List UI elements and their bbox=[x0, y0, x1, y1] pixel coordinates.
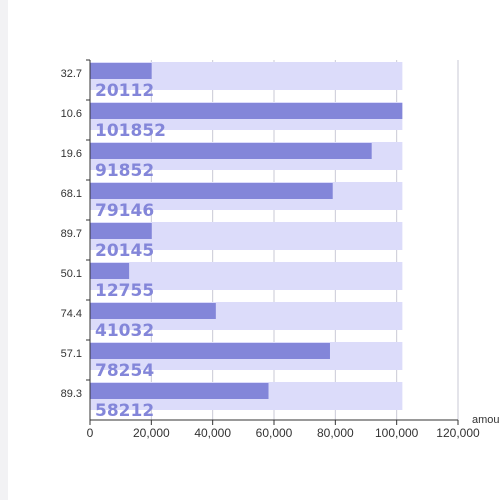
bar bbox=[90, 263, 130, 279]
value-labels: 20112 101852 91852 79146 20145 12755 41032 7825… bbox=[95, 81, 166, 421]
y-tick-label: 50.1 bbox=[61, 268, 82, 280]
y-tick-label: 89.7 bbox=[61, 228, 82, 240]
bar bbox=[90, 63, 152, 79]
bar bbox=[90, 103, 403, 119]
value-label: 58212 bbox=[95, 401, 154, 421]
value-label: 12755 bbox=[95, 281, 154, 301]
bar bbox=[90, 383, 269, 399]
y-tick-label: 74.4 bbox=[61, 308, 82, 320]
x-tick-label: 20,000 bbox=[133, 426, 170, 440]
value-label: 91852 bbox=[95, 161, 154, 181]
value-label: 20145 bbox=[95, 241, 154, 261]
bars bbox=[90, 63, 403, 399]
y-tick-label: 57.1 bbox=[61, 348, 82, 360]
y-tick-label: 19.6 bbox=[61, 148, 82, 160]
value-label: 78254 bbox=[95, 361, 154, 381]
x-tick-label: 100,000 bbox=[375, 426, 419, 440]
x-axis-label: amou bbox=[472, 414, 500, 426]
bar bbox=[90, 303, 216, 319]
x-axis: 0 20,000 40,000 60,000 80,000 100,000 120,000 bbox=[87, 419, 480, 440]
x-tick-label: 120,000 bbox=[436, 426, 480, 440]
left-strip bbox=[0, 0, 8, 500]
x-tick-label: 40,000 bbox=[194, 426, 231, 440]
bar bbox=[90, 183, 333, 199]
y-tick-label: 68.1 bbox=[61, 188, 82, 200]
value-label: 20112 bbox=[95, 81, 154, 101]
bar-background bbox=[90, 262, 403, 290]
x-tick-label: 80,000 bbox=[317, 426, 354, 440]
y-tick-label: 89.3 bbox=[61, 388, 82, 400]
value-label: 101852 bbox=[95, 121, 166, 141]
bar bbox=[90, 343, 330, 359]
y-axis: 32.7 10.6 19.6 68.1 89.7 50.1 74.4 57.1 89.3 bbox=[61, 59, 91, 420]
y-tick-label: 10.6 bbox=[61, 108, 82, 120]
bar bbox=[90, 223, 152, 239]
x-tick-label: 0 bbox=[87, 426, 94, 440]
value-label: 41032 bbox=[95, 321, 154, 341]
value-label: 79146 bbox=[95, 201, 154, 221]
x-tick-label: 60,000 bbox=[256, 426, 293, 440]
bar bbox=[90, 143, 372, 159]
y-tick-label: 32.7 bbox=[61, 68, 82, 80]
